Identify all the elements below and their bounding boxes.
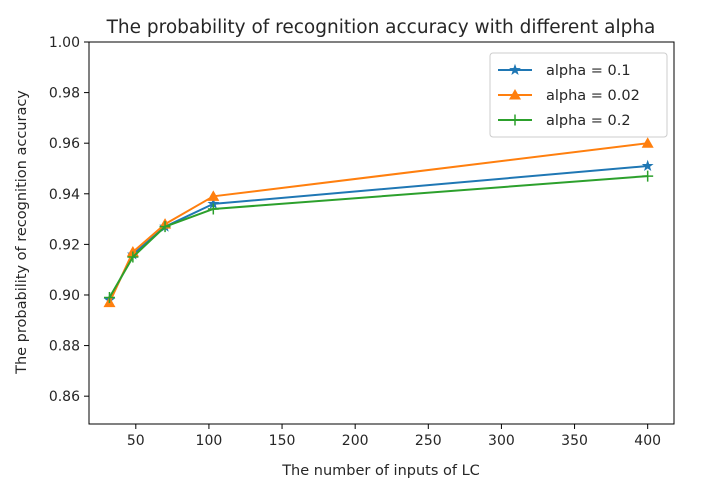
data-point <box>207 190 220 201</box>
series-line <box>108 142 648 303</box>
data-point <box>641 159 654 171</box>
legend-swatch-marker <box>509 89 521 100</box>
legend-label: alpha = 0.2 <box>546 113 631 129</box>
x-tick-label: 250 <box>415 433 442 449</box>
x-tick-label: 200 <box>342 433 369 449</box>
x-tick-label: 50 <box>127 433 145 449</box>
legend-label: alpha = 0.02 <box>546 88 640 104</box>
y-tick-label: 0.96 <box>49 136 80 152</box>
legend-box <box>489 52 668 138</box>
plot-frame <box>88 41 675 425</box>
data-point <box>641 137 654 148</box>
data-point <box>207 197 220 209</box>
series-line <box>108 175 648 299</box>
x-tick-label: 350 <box>561 433 588 449</box>
series-line <box>108 164 648 301</box>
y-tick-label: 0.90 <box>49 288 80 304</box>
data-point <box>127 251 139 263</box>
data-point <box>642 170 654 182</box>
chart-title: The probability of recognition accuracy … <box>106 17 656 38</box>
axis-ticks: 50 100 150 200 250 300 350 400 0.86 0.88 0.90 0.92 0… <box>49 35 661 449</box>
series-layer <box>103 137 654 308</box>
data-point <box>103 292 115 304</box>
legend: alpha = 0.1 alpha = 0.02 alpha = 0.2 <box>489 52 668 138</box>
legend-swatch-marker <box>509 114 521 126</box>
x-tick-label: 400 <box>634 433 661 449</box>
x-tick-label: 100 <box>196 433 223 449</box>
y-tick-label: 0.88 <box>49 339 80 355</box>
y-tick-label: 0.98 <box>49 86 80 102</box>
x-axis-label: The number of inputs of LC <box>281 463 480 479</box>
legend-label: alpha = 0.1 <box>546 63 631 79</box>
x-tick-label: 150 <box>269 433 296 449</box>
data-point <box>207 203 219 215</box>
legend-swatch-marker <box>509 63 521 76</box>
y-axis-label: The probability of recognition accuracy <box>14 90 30 375</box>
y-tick-label: 0.86 <box>49 389 80 405</box>
y-tick-label: 1.00 <box>49 35 80 51</box>
x-tick-label: 300 <box>488 433 515 449</box>
y-tick-label: 0.94 <box>49 187 80 203</box>
data-point <box>159 221 171 233</box>
y-tick-label: 0.92 <box>49 237 80 253</box>
